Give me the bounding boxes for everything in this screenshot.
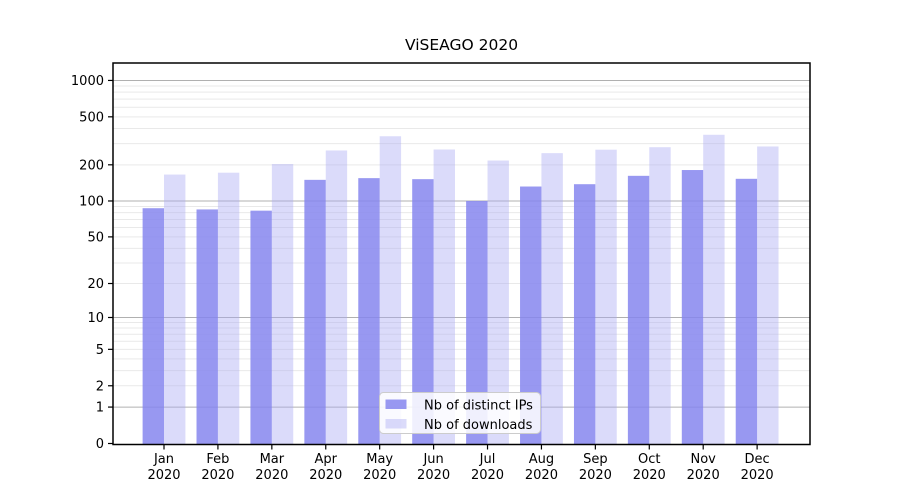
x-tick-label-year: 2020	[417, 468, 450, 483]
x-tick-label-year: 2020	[309, 468, 342, 483]
bar-distinct-ips	[681, 170, 704, 445]
plot-border	[112, 62, 811, 446]
x-tick-label-month: Aug	[529, 452, 554, 467]
bar-distinct-ips	[573, 184, 596, 445]
x-tick-label-month: Nov	[691, 452, 717, 467]
y-tick-label: 1000	[71, 74, 104, 89]
x-tick-label-year: 2020	[147, 468, 180, 483]
bar-downloads	[325, 150, 348, 445]
bar-downloads	[487, 160, 509, 445]
x-tick-label-month: Apr	[315, 452, 338, 467]
bar-downloads	[541, 153, 563, 445]
x-tick-label-month: Jul	[479, 452, 496, 467]
bar-distinct-ips	[358, 178, 380, 445]
x-tick-label-year: 2020	[741, 468, 774, 483]
x-tick-label-year: 2020	[363, 468, 396, 483]
bar-distinct-ips	[250, 210, 272, 445]
x-tick-label-year: 2020	[471, 468, 504, 483]
x-tick-label-month: Sep	[583, 452, 608, 467]
x-tick-label-month: Jan	[153, 452, 174, 467]
bar-distinct-ips	[304, 179, 326, 445]
x-tick-label-month: Mar	[260, 452, 285, 467]
bar-distinct-ips	[196, 209, 218, 445]
bar-downloads	[433, 149, 455, 445]
bar-downloads	[164, 174, 186, 445]
legend-box	[379, 392, 541, 434]
y-tick-label: 5	[96, 343, 104, 358]
legend-label-distinct-ips: Nb of distinct IPs	[424, 399, 533, 414]
y-tick-label: 1	[96, 401, 104, 416]
y-tick-label: 50	[87, 230, 104, 245]
x-tick-label-year: 2020	[687, 468, 720, 483]
x-tick-label-month: Dec	[745, 452, 770, 467]
bar-distinct-ips	[412, 179, 434, 445]
x-tick-label-year: 2020	[633, 468, 666, 483]
chart-title: ViSEAGO 2020	[404, 36, 519, 54]
y-tick-label: 10	[87, 311, 104, 326]
y-tick-label: 0	[96, 437, 104, 452]
x-tick-label-year: 2020	[201, 468, 234, 483]
bar-downloads	[217, 172, 240, 445]
x-tick-label-month: May	[366, 452, 393, 467]
legend-label-downloads: Nb of downloads	[424, 418, 533, 433]
bar-downloads	[595, 149, 617, 445]
bar-downloads	[379, 136, 402, 445]
y-tick-label: 20	[87, 277, 104, 292]
bar-distinct-ips	[520, 186, 542, 445]
legend-swatch-distinct-ips	[385, 399, 407, 409]
bar-downloads	[271, 164, 294, 445]
x-tick-label-year: 2020	[579, 468, 612, 483]
bar-distinct-ips	[142, 208, 164, 445]
bar-downloads	[649, 147, 671, 445]
bar-distinct-ips	[627, 175, 650, 445]
y-tick-label: 2	[96, 379, 104, 394]
x-tick-label-year: 2020	[255, 468, 288, 483]
bar-downloads	[703, 134, 725, 445]
y-tick-label: 200	[79, 158, 104, 173]
x-tick-label-year: 2020	[525, 468, 558, 483]
y-tick-label: 100	[79, 194, 104, 209]
x-tick-label-month: Feb	[206, 452, 229, 467]
x-tick-label-month: Jun	[422, 452, 443, 467]
bar-distinct-ips	[735, 178, 758, 445]
y-tick-label: 500	[79, 110, 104, 125]
bar-downloads	[757, 146, 779, 445]
legend-swatch-downloads	[385, 419, 407, 429]
x-tick-label-month: Oct	[638, 452, 660, 467]
bar-distinct-ips	[466, 200, 488, 445]
